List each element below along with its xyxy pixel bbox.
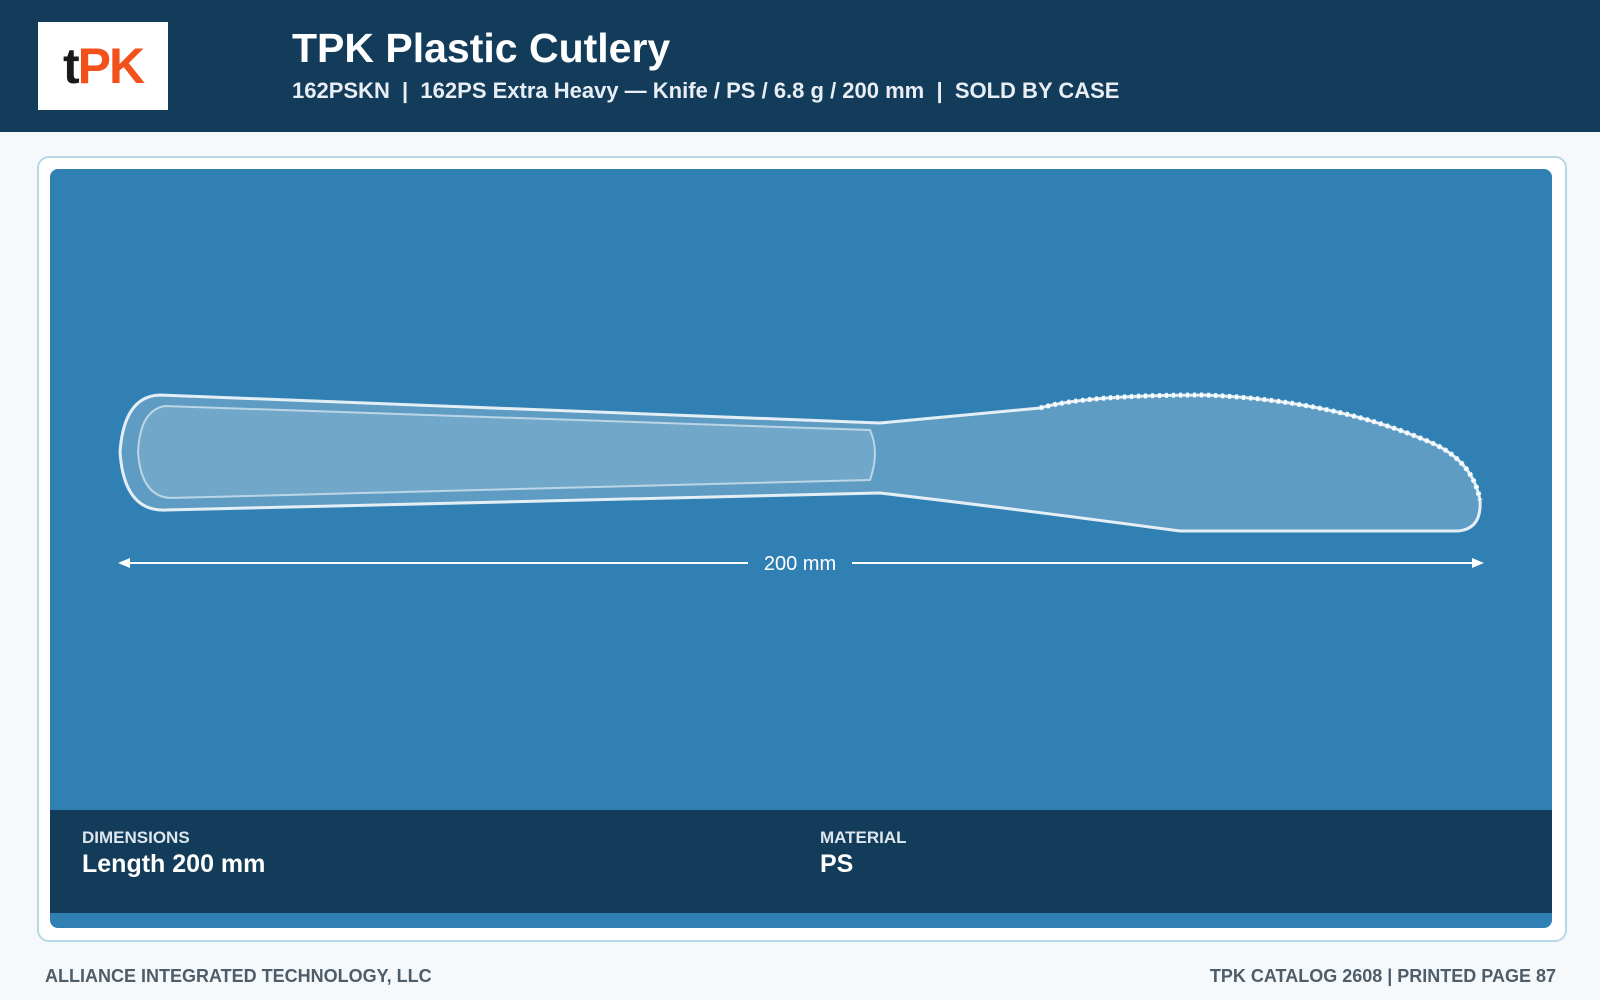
title: TPK Plastic Cutlery	[292, 25, 671, 71]
spec-label: DIMENSIONS	[82, 828, 190, 847]
logo: t PK	[38, 22, 168, 110]
logo-part: t	[62, 38, 80, 94]
subtitle: 162PSKN | 162PS Extra Heavy — Knife / PS…	[292, 78, 1120, 103]
arrowhead	[118, 558, 130, 568]
spec-value: PS	[820, 850, 854, 878]
serration	[1039, 392, 1483, 501]
dimension-label: 200 mm	[764, 553, 836, 575]
footer-left: ALLIANCE INTEGRATED TECHNOLOGY, LLC	[45, 966, 432, 986]
header: t PK TPK Plastic Cutlery 162PSKN | 162PS …	[0, 0, 1600, 132]
product-panel: 200 mm DIMENSIONS Length 200 mm MATERIAL…	[50, 169, 1552, 928]
spec-band: DIMENSIONS Length 200 mm MATERIAL PS	[50, 810, 1552, 913]
product-image: 200 mm	[118, 392, 1484, 575]
logo-part: PK	[77, 38, 145, 94]
knife	[118, 393, 1482, 533]
spec-label: MATERIAL	[820, 828, 907, 847]
footer-right: TPK CATALOG 2608 | PRINTED PAGE 87	[1209, 966, 1556, 986]
knife-handle	[136, 404, 876, 500]
spec-value: Length 200 mm	[82, 850, 266, 878]
arrowhead	[1472, 558, 1484, 568]
